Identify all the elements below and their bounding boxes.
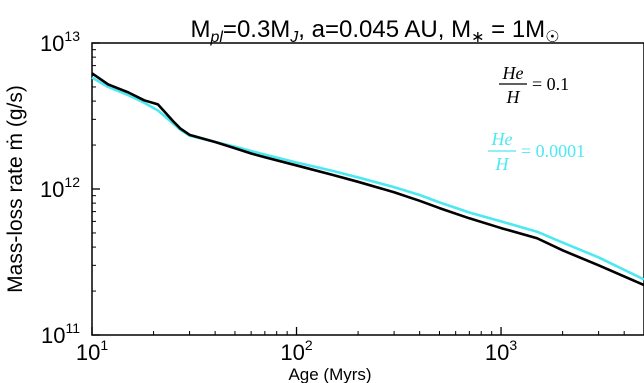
legend-black-numerator: He: [502, 63, 524, 83]
legend-black-value: = 0.1: [532, 74, 569, 94]
legend-entry-cyan: He H = 0.0001: [488, 129, 585, 174]
y-tick-base: 10: [41, 323, 65, 348]
y-tick-base: 10: [40, 177, 64, 202]
chart-title: Mpl=0.3MJ, a=0.045 AU, M∗ = 1M☉: [190, 16, 559, 46]
x-axis-label: Age (Myrs): [288, 365, 371, 383]
title-separation: , a=0.045 AU, M: [298, 16, 471, 43]
y-axis-label: Mass-loss rate ṁ (g/s): [4, 85, 27, 293]
y-tick-label: 1012: [40, 174, 80, 202]
x-tick-base: 10: [76, 340, 100, 365]
series-line-he-h-0.1: [91, 72, 644, 287]
legend-cyan-value: = 0.0001: [521, 141, 585, 161]
title-sun-symbol: ☉: [545, 29, 559, 46]
x-tick-base: 10: [280, 340, 304, 365]
title-star-symbol: ∗: [471, 29, 484, 46]
title-planet-subscript: pl: [209, 29, 223, 46]
legend-cyan-denominator: H: [495, 154, 510, 174]
title-planet-mass-symbol: M: [190, 16, 210, 43]
x-tick-label: 101: [76, 337, 108, 365]
series-line-he-h-0.0001: [91, 76, 644, 281]
y-tick-base: 10: [40, 31, 64, 56]
y-tick-label: 1013: [40, 28, 80, 56]
title-jupiter-subscript: J: [289, 29, 299, 46]
y-tick-label: 1011: [41, 320, 80, 348]
y-tick-exponent: 11: [65, 320, 80, 336]
legend-cyan-numerator: He: [491, 129, 513, 149]
x-axis-ticks: 101 102 103: [76, 327, 644, 365]
y-tick-exponent: 12: [64, 174, 80, 190]
y-tick-exponent: 13: [64, 28, 80, 44]
x-tick-label: 103: [485, 337, 517, 365]
x-tick-label: 102: [280, 337, 312, 365]
series-layer: [91, 72, 644, 287]
x-tick-base: 10: [485, 340, 509, 365]
title-planet-mass-value: =0.3M: [223, 16, 290, 43]
legend-black-denominator: H: [506, 87, 521, 107]
x-tick-exponent: 1: [100, 337, 108, 353]
legend-entry-black: He H = 0.1: [499, 63, 569, 107]
x-tick-exponent: 2: [305, 337, 313, 353]
title-star-mass: = 1M: [484, 16, 545, 43]
x-tick-exponent: 3: [509, 337, 517, 353]
